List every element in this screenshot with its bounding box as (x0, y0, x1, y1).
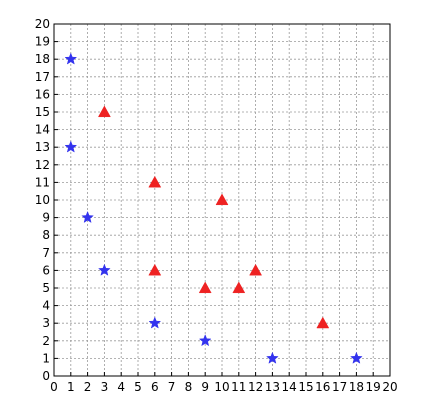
x-tick-label: 7 (168, 380, 176, 394)
y-tick-label: 8 (42, 228, 50, 242)
y-tick-label: 9 (42, 211, 50, 225)
y-tick-label: 10 (35, 193, 50, 207)
red-triangle-point (148, 263, 162, 276)
x-tick-label: 9 (201, 380, 209, 394)
y-tick-label: 2 (42, 334, 50, 348)
y-tick-label: 4 (42, 299, 50, 313)
red-triangle-point (249, 263, 263, 276)
x-tick-label: 12 (248, 380, 263, 394)
x-tick-label: 5 (134, 380, 142, 394)
x-tick-label: 1 (67, 380, 75, 394)
x-tick-label: 13 (265, 380, 280, 394)
y-tick-label: 16 (35, 87, 50, 101)
y-tick-label: 15 (35, 105, 50, 119)
y-tick-label: 14 (35, 123, 50, 137)
x-tick-label: 3 (101, 380, 109, 394)
y-tick-label: 11 (35, 175, 50, 189)
tick-layer: 0 1 2 3 4 5 6 7 8 9 10 11 12 13 14 15 16 17 18 19 2001234567… (35, 17, 398, 394)
red-triangle-point (97, 105, 111, 118)
y-tick-label: 1 (42, 351, 50, 365)
y-tick-label: 20 (35, 17, 50, 31)
y-tick-label: 0 (42, 369, 50, 383)
blue-star-point (98, 263, 111, 276)
x-tick-label: 19 (366, 380, 381, 394)
red-triangle-point (215, 193, 229, 206)
x-tick-label: 6 (151, 380, 159, 394)
blue-star-point (81, 210, 94, 224)
blue-star-point (148, 316, 162, 329)
x-tick-label: 18 (349, 380, 364, 394)
x-tick-label: 16 (315, 380, 330, 394)
blue-star-point (64, 140, 78, 153)
blue-star-point (198, 334, 212, 347)
y-tick-label: 18 (35, 52, 50, 66)
y-tick-label: 7 (42, 246, 50, 260)
red-triangle-point (148, 175, 162, 188)
y-tick-label: 19 (35, 35, 50, 49)
red-triangle-point (198, 281, 212, 294)
x-tick-label: 15 (298, 380, 313, 394)
x-tick-label: 4 (117, 380, 125, 394)
x-tick-label: 10 (214, 380, 229, 394)
x-tick-label: 14 (282, 380, 297, 394)
x-tick-label: 0 (50, 380, 58, 394)
y-tick-label: 12 (35, 158, 50, 172)
x-tick-label: 2 (84, 380, 92, 394)
y-tick-label: 17 (35, 70, 50, 84)
blue-star-point (64, 52, 78, 65)
y-tick-label: 5 (42, 281, 50, 295)
x-tick-label: 20 (382, 380, 397, 394)
x-tick-label: 11 (231, 380, 246, 394)
x-tick-label: 8 (185, 380, 193, 394)
y-tick-label: 13 (35, 140, 50, 154)
red-triangle-point (316, 316, 330, 329)
y-tick-label: 6 (42, 263, 50, 277)
red-triangle-point (232, 281, 246, 294)
point-layer (64, 52, 363, 364)
blue-star-point (266, 351, 279, 364)
x-tick-label: 17 (332, 380, 347, 394)
y-tick-label: 3 (42, 316, 50, 330)
blue-star-point (350, 351, 363, 364)
